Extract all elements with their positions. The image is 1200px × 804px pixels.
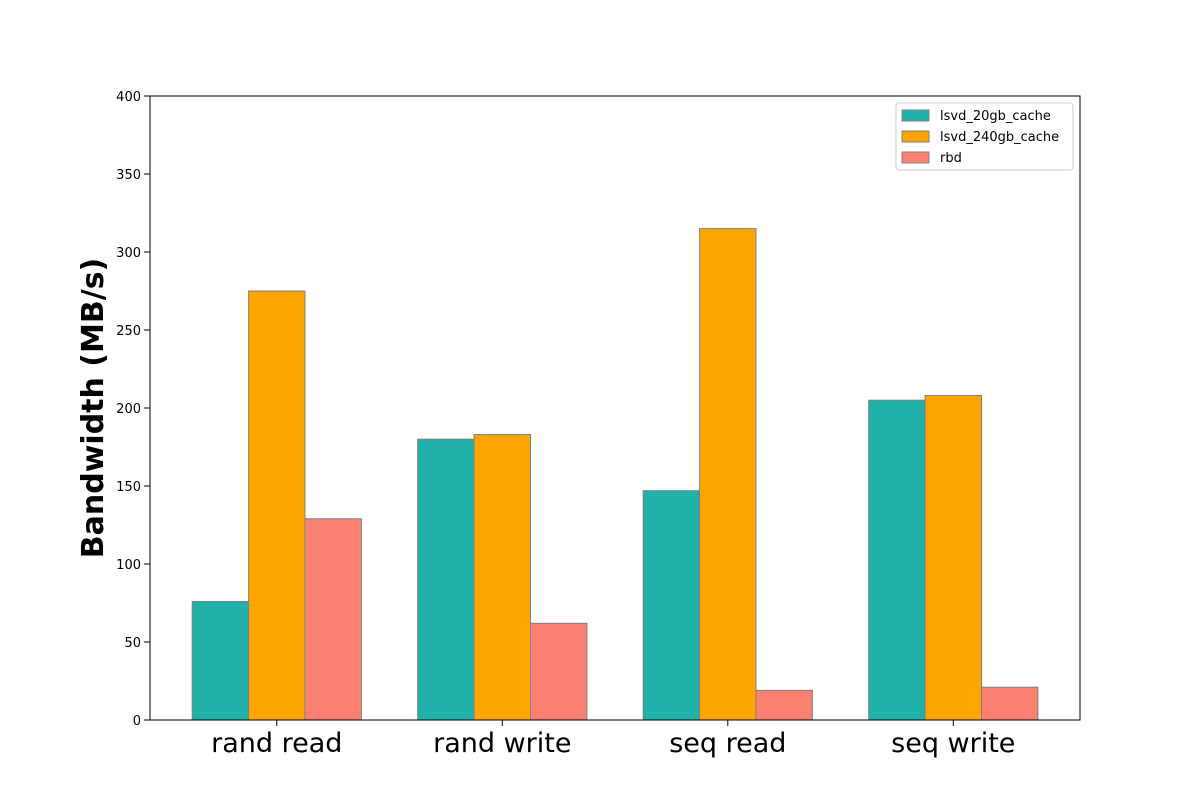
y-tick-label: 0 — [133, 714, 141, 729]
y-tick-label: 300 — [116, 246, 141, 261]
x-axis: rand read rand write seq read seq write — [211, 720, 1015, 759]
y-tick-label: 400 — [116, 90, 141, 105]
bar-rbd-rand-write — [530, 622, 588, 721]
y-tick-label: 350 — [116, 168, 141, 183]
bars-layer — [191, 228, 1039, 721]
legend-box — [895, 102, 1074, 171]
bar-lsvd_240gb_cache-seq-read — [699, 228, 757, 721]
legend-swatch — [901, 151, 930, 164]
legend-label: lsvd_240gb_cache — [940, 130, 1059, 145]
legend-swatch — [901, 130, 930, 143]
bar-lsvd_20gb_cache-seq-write — [868, 399, 926, 721]
bar-rbd-seq-write — [981, 686, 1039, 721]
x-tick-label: rand write — [433, 728, 571, 759]
x-tick-label: seq read — [669, 728, 786, 759]
y-tick-label: 250 — [116, 324, 141, 339]
x-tick-label: rand read — [211, 728, 342, 759]
bar-lsvd_20gb_cache-rand-write — [417, 438, 475, 721]
bar-lsvd_20gb_cache-seq-read — [642, 490, 701, 721]
bar-rbd-rand-read — [304, 518, 362, 721]
y-tick-label: 150 — [116, 480, 141, 495]
bar-rbd-seq-read — [755, 689, 813, 721]
legend-label: rbd — [940, 151, 962, 166]
bar-lsvd_20gb_cache-rand-read — [191, 600, 250, 721]
bar-lsvd_240gb_cache-rand-write — [473, 434, 532, 721]
bar-lsvd_240gb_cache-seq-write — [924, 395, 982, 721]
x-tick-label: seq write — [891, 728, 1015, 759]
y-tick-label: 200 — [116, 402, 141, 417]
y-tick-label: 50 — [124, 636, 141, 651]
legend-swatch — [901, 109, 930, 122]
y-axis-label: Bandwidth (MB/s) — [76, 258, 111, 559]
legend-label: lsvd_20gb_cache — [940, 109, 1051, 124]
bar-lsvd_240gb_cache-rand-read — [248, 290, 306, 721]
y-tick-label: 100 — [116, 558, 141, 573]
y-axis: 0 50 100 150 200 250 300 350 400 — [116, 90, 150, 729]
